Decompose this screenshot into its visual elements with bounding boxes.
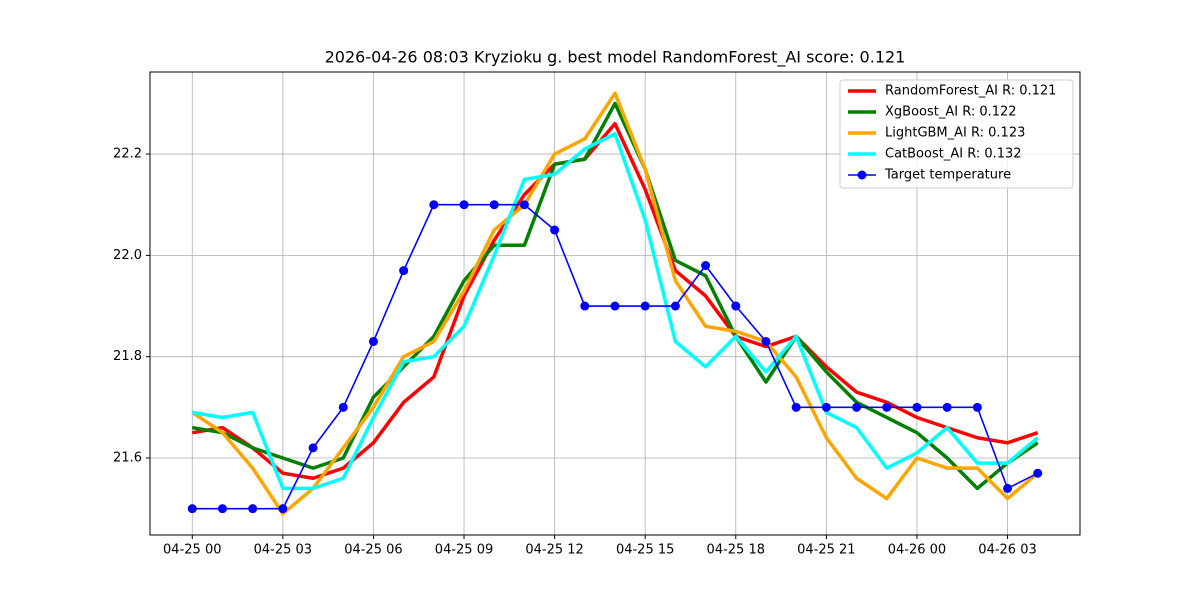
- point: [217, 504, 227, 514]
- y-tick-label: 22.0: [113, 248, 142, 263]
- point: [429, 200, 439, 210]
- point: [368, 336, 378, 346]
- point: [701, 261, 711, 271]
- point: [761, 336, 771, 346]
- point: [912, 402, 922, 412]
- point: [640, 301, 650, 311]
- x-tick-label: 04-25 09: [435, 543, 493, 558]
- point: [882, 402, 892, 412]
- point: [187, 504, 197, 514]
- point: [1033, 468, 1043, 478]
- point: [670, 301, 680, 311]
- x-tick-label: 04-25 15: [616, 543, 674, 558]
- x-tick-label: 04-26 03: [978, 543, 1036, 558]
- series-line: [191, 132, 1039, 491]
- y-tick-label: 21.8: [113, 349, 142, 364]
- point: [519, 200, 529, 210]
- legend-marker: [857, 170, 867, 180]
- legend-label: LightGBM_AI R: 0.123: [885, 126, 1025, 141]
- legend-label: Target temperature: [884, 168, 1011, 183]
- plot: [187, 91, 1043, 516]
- x-tick-label: 04-25 12: [525, 543, 583, 558]
- x-tick-label: 04-25 06: [344, 543, 402, 558]
- point: [731, 301, 741, 311]
- series-line: [191, 91, 1039, 516]
- legend-box: [839, 79, 1074, 189]
- point: [399, 266, 409, 276]
- point: [338, 402, 348, 412]
- point: [610, 301, 620, 311]
- x-tick-label: 04-26 00: [888, 543, 946, 558]
- point: [278, 504, 288, 514]
- x-tick-label: 04-25 21: [797, 543, 855, 558]
- point: [248, 504, 258, 514]
- point: [852, 402, 862, 412]
- point: [1003, 483, 1013, 493]
- point: [550, 225, 560, 235]
- x-tick-label: 04-25 03: [254, 543, 312, 558]
- x-tick-label: 04-25 00: [163, 543, 221, 558]
- legend: RandomForest_AI R: 0.121 XgBoost_AI R: 0.…: [839, 79, 1074, 189]
- legend-label: RandomForest_AI R: 0.121: [885, 84, 1056, 99]
- axes-frame: [149, 71, 1081, 536]
- chart-title: 2026-04-26 08:03 Kryzioku g. best model …: [325, 48, 906, 68]
- point: [459, 200, 469, 210]
- point: [821, 402, 831, 412]
- point: [580, 301, 590, 311]
- point: [791, 402, 801, 412]
- y-tick-label: 22.2: [113, 147, 142, 162]
- legend-label: XgBoost_AI R: 0.122: [885, 105, 1017, 120]
- point: [972, 402, 982, 412]
- point: [489, 200, 499, 210]
- point: [308, 443, 318, 453]
- y-tick-label: 21.6: [113, 451, 142, 466]
- point: [942, 402, 952, 412]
- legend-label: CatBoost_AI R: 0.132: [885, 147, 1022, 162]
- x-tick-label: 04-25 18: [707, 543, 765, 558]
